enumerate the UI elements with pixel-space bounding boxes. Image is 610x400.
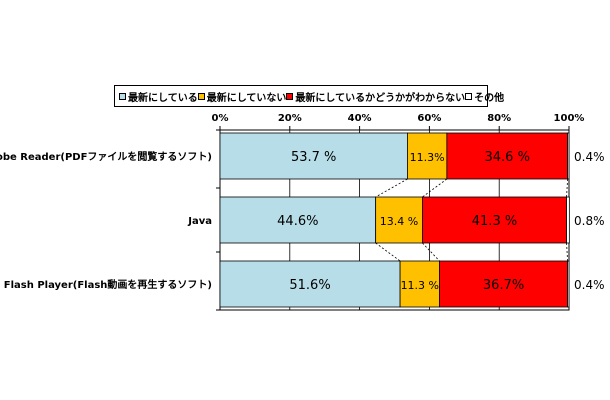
- x-tick-label: 20%: [278, 113, 302, 124]
- data-label: 36.7%: [483, 278, 524, 293]
- series-line: [566, 242, 569, 262]
- series-line: [422, 242, 440, 262]
- legend-label-other: その他: [474, 92, 505, 104]
- bar-segment: [219, 132, 408, 180]
- legend-swatch-latest: [119, 92, 126, 100]
- bar-segment: [375, 196, 423, 244]
- bar-segment: [567, 132, 570, 180]
- data-label: 11.3 %: [401, 279, 439, 292]
- data-label: 44.6%: [277, 214, 318, 229]
- bar-segment: [566, 196, 570, 244]
- data-label-other: 0.4%: [574, 278, 605, 292]
- category-label: Adobe Flash Player(Flash動画を再生するソフト): [0, 278, 212, 291]
- data-label-other: 0.8%: [574, 214, 605, 228]
- series-line: [422, 178, 448, 198]
- bar-segment: [567, 260, 570, 308]
- bar-segment: [219, 260, 401, 308]
- bar-segment: [422, 196, 567, 244]
- legend-item-latest: 最新にしている: [119, 89, 198, 104]
- bar-segment: [439, 260, 569, 308]
- data-label: 41.3 %: [472, 214, 517, 229]
- data-label-other: 0.4%: [574, 150, 605, 164]
- category-label: Adobe Reader(PDFファイルを閲覧するソフト): [0, 150, 212, 163]
- data-label: 53.7 %: [291, 150, 336, 165]
- data-label: 13.4 %: [380, 215, 418, 228]
- legend-swatch-unknown: [286, 92, 294, 100]
- series-line: [375, 242, 401, 262]
- x-tick-label: 0%: [212, 113, 229, 124]
- legend-label-not-latest: 最新にしていない: [206, 92, 287, 104]
- bar-segment: [219, 196, 377, 244]
- bar-segment: [407, 132, 448, 180]
- series-line: [566, 178, 569, 198]
- data-label: 34.6 %: [485, 150, 530, 165]
- legend-item-unknown: 最新にしているかどうかがわからない: [286, 89, 465, 104]
- legend-label-unknown: 最新にしているかどうかがわからない: [295, 92, 466, 104]
- data-label: 11.3%: [410, 151, 445, 164]
- legend-swatch-other: [465, 92, 473, 100]
- data-label: 51.6%: [289, 278, 330, 293]
- x-tick-label: 80%: [487, 113, 511, 124]
- x-tick-label: 40%: [348, 113, 372, 124]
- category-label: Java: [187, 216, 212, 227]
- x-tick-label: 100%: [554, 113, 585, 124]
- bar-segment: [446, 132, 569, 180]
- bar-segment: [399, 260, 440, 308]
- legend-item-other: その他: [465, 89, 504, 104]
- x-tick-label: 60%: [417, 113, 441, 124]
- legend-item-not-latest: 最新にしていない: [197, 89, 287, 104]
- legend-label-latest: 最新にしている: [128, 92, 198, 104]
- legend: 最新にしている 最新にしていない 最新にしているかどうかがわからない その他: [114, 85, 504, 107]
- legend-swatch-not-latest: [197, 92, 205, 100]
